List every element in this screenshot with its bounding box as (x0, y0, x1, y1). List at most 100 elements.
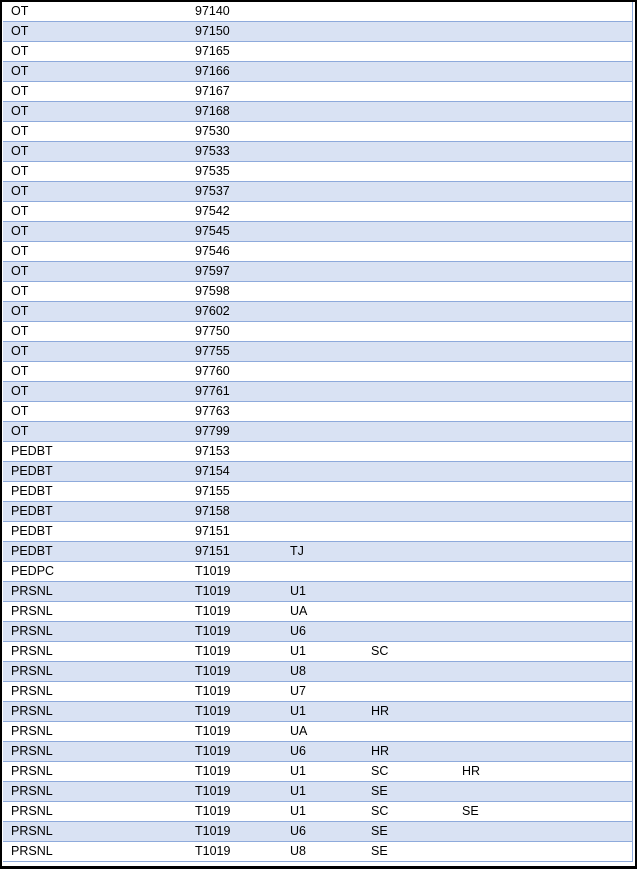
table-row: PRSNL T1019 U6 (3, 622, 632, 642)
table-cell: PRSNL (11, 684, 53, 698)
table-row: OT 97167 (3, 82, 632, 102)
table-cell: OT (11, 4, 29, 18)
table-cell: SC (371, 764, 389, 778)
table-row: OT 97166 (3, 62, 632, 82)
table-cell: PEDBT (11, 504, 53, 518)
table-cell: T1019 (195, 664, 231, 678)
table-cell: U1 (290, 584, 306, 598)
table-cell: 97150 (195, 24, 230, 38)
table-row: OT 97760 (3, 362, 632, 382)
table-cell: T1019 (195, 744, 231, 758)
table-cell: 97140 (195, 4, 230, 18)
table-cell: OT (11, 224, 29, 238)
table-cell: OT (11, 364, 29, 378)
table-row: PEDBT 97153 (3, 442, 632, 462)
table-cell: 97602 (195, 304, 230, 318)
table-cell: PEDBT (11, 464, 53, 478)
table-cell: 97755 (195, 344, 230, 358)
table-cell: UA (290, 724, 308, 738)
table-cell: U1 (290, 644, 306, 658)
table-cell: T1019 (195, 564, 231, 578)
table-cell: HR (371, 744, 390, 758)
table-cell: 97537 (195, 184, 230, 198)
table-cell: T1019 (195, 824, 231, 838)
table-cell: PRSNL (11, 624, 53, 638)
table-row: PEDBT 97155 (3, 482, 632, 502)
table-cell: T1019 (195, 724, 231, 738)
table-cell: PRSNL (11, 664, 53, 678)
table-row: PRSNL T1019 UA (3, 722, 632, 742)
table-cell: 97597 (195, 264, 230, 278)
table-cell: U1 (290, 784, 306, 798)
table-cell: T1019 (195, 784, 231, 798)
table-cell: PRSNL (11, 644, 53, 658)
table-cell: 97165 (195, 44, 230, 58)
table-cell: PEDPC (11, 564, 55, 578)
table-cell: PRSNL (11, 704, 53, 718)
table-cell: SC (371, 804, 389, 818)
table-cell: 97542 (195, 204, 230, 218)
table-row: OT 97542 (3, 202, 632, 222)
table-cell: HR (371, 704, 390, 718)
table-row: PRSNL T1019 U1 SC HR (3, 762, 632, 782)
table-cell: PRSNL (11, 744, 53, 758)
table-cell: PEDBT (11, 524, 53, 538)
table-row: PRSNL T1019 U8 SE (3, 842, 632, 862)
table-row: OT 97598 (3, 282, 632, 302)
table-cell: SE (371, 844, 388, 858)
table-row: OT 97545 (3, 222, 632, 242)
table-row: OT 97150 (3, 22, 632, 42)
table-cell: OT (11, 324, 29, 338)
table-cell: T1019 (195, 624, 231, 638)
table-cell: SC (371, 644, 389, 658)
table-cell: PEDBT (11, 484, 53, 498)
table-cell: OT (11, 404, 29, 418)
table-cell: SE (462, 804, 479, 818)
table-row: PEDBT 97151 (3, 522, 632, 542)
table-cell: 97750 (195, 324, 230, 338)
table-row: PRSNL T1019 U1 (3, 582, 632, 602)
table-row: OT 97546 (3, 242, 632, 262)
table-row: OT 97602 (3, 302, 632, 322)
table-row: PRSNL T1019 U1 SE (3, 782, 632, 802)
table-row: OT 97140 (3, 2, 632, 22)
table-cell: 97153 (195, 444, 230, 458)
table-cell: OT (11, 184, 29, 198)
table-cell: 97760 (195, 364, 230, 378)
table-cell: T1019 (195, 804, 231, 818)
table-cell: 97763 (195, 404, 230, 418)
table-cell: PRSNL (11, 844, 53, 858)
table-row: PEDPC T1019 (3, 562, 632, 582)
table-cell: OT (11, 164, 29, 178)
table-row: OT 97799 (3, 422, 632, 442)
table-row: OT 97761 (3, 382, 632, 402)
table-cell: U6 (290, 624, 306, 638)
table-cell: 97155 (195, 484, 230, 498)
table-row: PRSNL T1019 U7 (3, 682, 632, 702)
table-cell: 97598 (195, 284, 230, 298)
table-cell: 97158 (195, 504, 230, 518)
table-row: PRSNL T1019 U1 SC (3, 642, 632, 662)
table-cell: U1 (290, 764, 306, 778)
table-cell: PRSNL (11, 724, 53, 738)
table-row: OT 97530 (3, 122, 632, 142)
table-cell: OT (11, 64, 29, 78)
table-cell: OT (11, 424, 29, 438)
table-row: OT 97533 (3, 142, 632, 162)
table-cell: U1 (290, 704, 306, 718)
table-cell: OT (11, 124, 29, 138)
table-cell: T1019 (195, 844, 231, 858)
table-cell: OT (11, 24, 29, 38)
table-cell: T1019 (195, 704, 231, 718)
table-row: OT 97537 (3, 182, 632, 202)
table-cell: 97168 (195, 104, 230, 118)
table-cell: OT (11, 84, 29, 98)
table-row: OT 97597 (3, 262, 632, 282)
table-row: PEDBT 97158 (3, 502, 632, 522)
table-cell: T1019 (195, 644, 231, 658)
table-row: PEDBT 97154 (3, 462, 632, 482)
table-cell: 97799 (195, 424, 230, 438)
table-cell: 97151 (195, 524, 230, 538)
table-cell: 97546 (195, 244, 230, 258)
table-row: OT 97755 (3, 342, 632, 362)
